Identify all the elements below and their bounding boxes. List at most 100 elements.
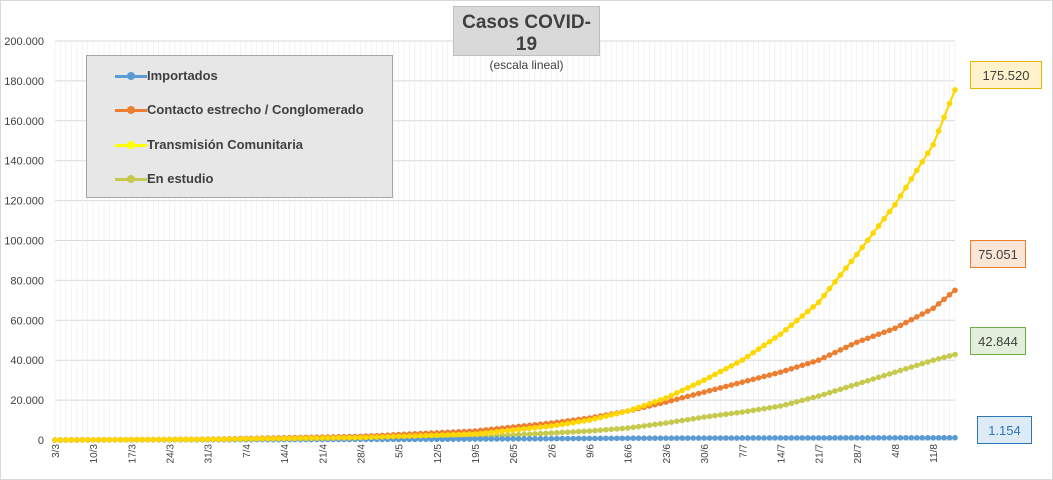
data-point-importados (477, 436, 484, 442)
data-point-transmision (368, 434, 375, 441)
data-point-estudio (821, 391, 827, 398)
data-point-importados (832, 435, 838, 441)
data-point-transmision (712, 371, 718, 378)
x-tick-label: 17/3 (127, 444, 138, 464)
data-point-importados (504, 436, 511, 442)
data-point-estudio (750, 407, 756, 414)
data-point-transmision (537, 424, 544, 430)
data-point-importados (826, 435, 833, 441)
data-point-importados (886, 435, 893, 441)
data-point-transmision (935, 128, 942, 134)
x-tick-label: 14/7 (776, 444, 787, 464)
data-point-importados (734, 435, 740, 441)
data-point-contacto (728, 382, 735, 388)
data-point-importados (864, 435, 871, 441)
data-point-transmision (821, 292, 827, 299)
data-point-transmision (603, 413, 609, 420)
data-point-transmision (341, 435, 347, 441)
data-point-transmision (690, 382, 696, 389)
data-point-estudio (859, 379, 866, 386)
data-point-contacto (870, 333, 876, 340)
data-point-transmision (319, 435, 326, 441)
data-point-estudio (903, 365, 909, 372)
data-point-transmision (395, 433, 402, 440)
data-point-importados (461, 436, 467, 442)
data-point-transmision (679, 387, 686, 394)
data-point-transmision (614, 410, 620, 417)
data-point-contacto (772, 370, 778, 377)
data-point-estudio (935, 355, 942, 362)
data-point-estudio (739, 409, 746, 415)
data-point-importados (581, 435, 587, 442)
data-point-contacto (701, 389, 707, 395)
data-point-transmision (210, 436, 216, 443)
y-tick-label: 140.000 (4, 156, 44, 168)
data-point-transmision (848, 258, 855, 265)
data-point-importados (930, 434, 936, 441)
data-point-importados (603, 435, 609, 442)
data-point-transmision (783, 326, 789, 333)
data-point-importados (679, 435, 686, 441)
data-point-estudio (924, 359, 931, 365)
data-point-contacto (859, 337, 866, 344)
data-point-transmision (815, 299, 822, 306)
x-tick-label: 4/8 (891, 444, 902, 458)
data-point-estudio (908, 364, 915, 370)
data-point-contacto (690, 392, 696, 398)
data-point-transmision (903, 184, 909, 191)
data-point-importados (695, 435, 702, 441)
data-point-transmision (750, 349, 756, 356)
data-point-transmision (194, 436, 200, 443)
data-point-transmision (183, 436, 189, 443)
data-point-transmision (652, 399, 658, 405)
data-point-transmision (881, 216, 887, 222)
data-point-importados (744, 435, 751, 441)
y-tick-label: 100.000 (4, 236, 44, 248)
data-point-contacto (744, 377, 751, 384)
data-point-transmision (281, 435, 287, 442)
data-point-transmision (488, 429, 495, 436)
data-point-estudio (881, 372, 887, 379)
data-point-contacto (903, 319, 909, 326)
data-point-transmision (504, 427, 511, 434)
data-point-contacto (952, 287, 958, 294)
data-point-estudio (744, 408, 751, 415)
data-point-contacto (864, 335, 871, 342)
x-tick-label: 26/5 (509, 444, 520, 464)
data-point-transmision (286, 435, 293, 442)
data-point-estudio (734, 409, 740, 416)
data-point-estudio (804, 396, 811, 402)
data-point-transmision (521, 426, 527, 432)
data-point-transmision (826, 285, 833, 292)
data-point-importados (657, 435, 664, 441)
data-point-importados (766, 435, 773, 441)
data-point-transmision (308, 435, 315, 441)
chart-title: Casos COVID-19 (462, 12, 591, 55)
data-point-importados (548, 435, 555, 442)
data-point-transmision (450, 431, 456, 438)
data-point-estudio (515, 431, 522, 438)
data-point-importados (903, 434, 909, 441)
data-point-contacto (815, 357, 822, 364)
data-point-estudio (646, 422, 653, 428)
data-point-importados (597, 435, 604, 442)
data-point-transmision (663, 395, 669, 401)
x-tick-label: 21/7 (815, 444, 826, 464)
data-point-importados (723, 435, 729, 441)
data-point-importados (854, 435, 860, 441)
data-point-transmision (150, 436, 156, 443)
data-point-transmision (226, 436, 233, 442)
data-point-transmision (919, 159, 926, 165)
data-point-transmision (423, 432, 429, 439)
data-point-transmision (854, 251, 860, 258)
x-tick-label: 16/6 (624, 444, 635, 464)
data-point-estudio (554, 429, 560, 436)
data-point-importados (717, 435, 724, 441)
data-point-contacto (668, 397, 675, 404)
y-tick-label: 0 (38, 435, 44, 447)
data-point-contacto (788, 365, 795, 372)
data-point-transmision (483, 430, 489, 436)
data-point-estudio (843, 384, 849, 391)
data-point-importados (641, 435, 647, 441)
data-point-transmision (946, 100, 953, 107)
